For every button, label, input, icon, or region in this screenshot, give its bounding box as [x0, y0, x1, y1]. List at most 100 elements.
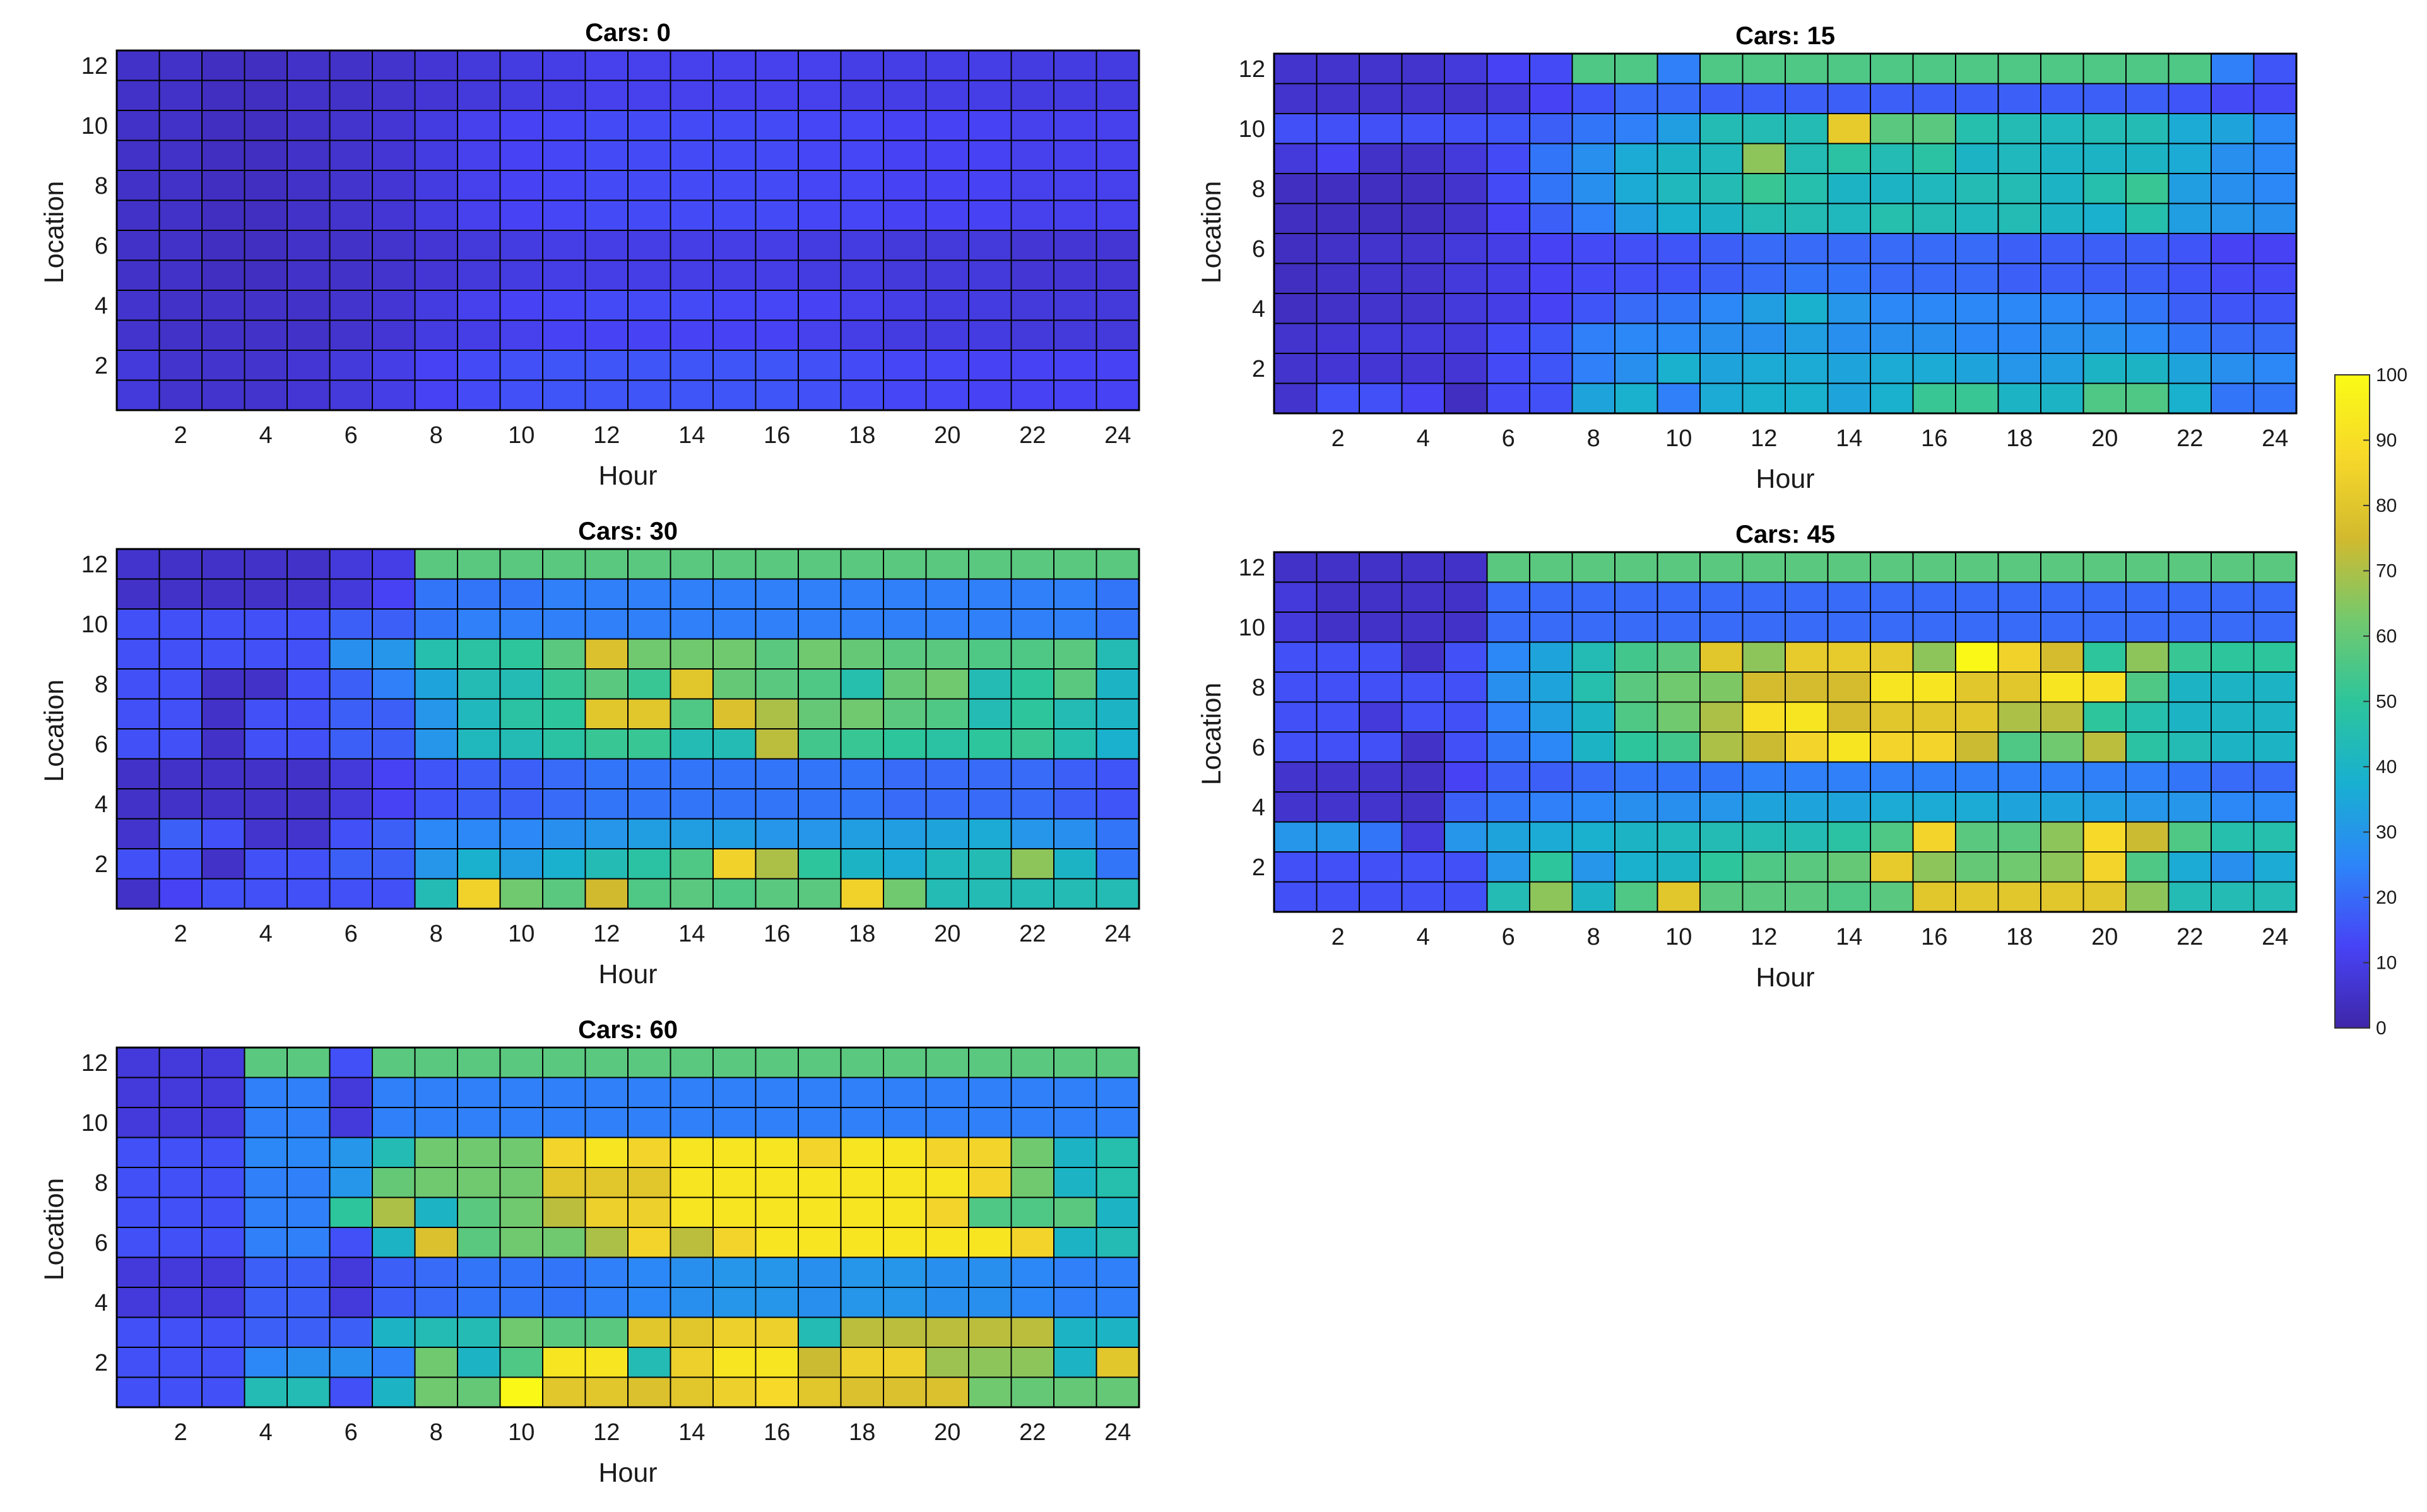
heatmap-cell: [1571, 143, 1615, 174]
heatmap-cell: [712, 379, 757, 411]
heatmap-cell: [116, 1227, 160, 1258]
heatmap-cell: [457, 1107, 501, 1138]
heatmap-cell: [457, 1316, 501, 1348]
heatmap-cell: [1614, 671, 1658, 703]
heatmap-cell: [1359, 791, 1403, 823]
heatmap-cell: [1785, 581, 1829, 613]
heatmap-cell: [1010, 1376, 1054, 1408]
heatmap-cell: [542, 548, 586, 580]
heatmap-cell: [2125, 382, 2170, 414]
heatmap-cell: [414, 230, 458, 261]
heatmap-cell: [1997, 581, 2041, 613]
heatmap-cell: [2082, 143, 2127, 174]
heatmap-cell: [755, 608, 799, 640]
heatmap-cell: [414, 608, 458, 640]
heatmap-cell: [116, 139, 160, 171]
heatmap-cell: [2082, 671, 2127, 703]
heatmap-cell: [968, 1287, 1012, 1318]
heatmap-cell: [1742, 881, 1786, 913]
heatmap-cell: [1273, 143, 1318, 174]
heatmap-cell: [414, 668, 458, 700]
heatmap-cell: [1571, 83, 1615, 114]
x-tick-label: 18: [849, 1419, 875, 1446]
heatmap-cell: [1912, 353, 1956, 384]
heatmap-cell: [1273, 611, 1318, 643]
heatmap-cell: [414, 1376, 458, 1408]
heatmap-cell: [883, 199, 927, 231]
heatmap-cell: [372, 698, 416, 729]
heatmap-cell: [499, 259, 543, 291]
heatmap-cell: [1529, 641, 1573, 673]
heatmap-cell: [286, 668, 331, 700]
heatmap-cell: [1010, 1256, 1054, 1288]
heatmap-cell: [286, 1347, 331, 1378]
heatmap-cell: [925, 350, 969, 381]
heatmap-cell: [414, 1137, 458, 1168]
heatmap-cell: [1699, 552, 1744, 583]
heatmap-cell: [1273, 701, 1318, 733]
heatmap-cell: [627, 319, 671, 351]
heatmap-cell: [158, 788, 203, 820]
heatmap-cell: [244, 638, 288, 670]
heatmap-cell: [542, 1047, 586, 1078]
heatmap-cell: [158, 698, 203, 729]
heatmap-cell: [1656, 263, 1701, 294]
heatmap-cell: [1656, 113, 1701, 145]
heatmap-cell: [329, 139, 373, 171]
heatmap-cell: [1912, 611, 1956, 643]
x-tick-label: 2: [1332, 924, 1345, 950]
heatmap-cell: [1656, 53, 1701, 85]
x-tick-label: 2: [174, 422, 187, 449]
heatmap-cell: [201, 350, 245, 381]
heatmap-cell: [116, 230, 160, 261]
heatmap-cell: [1316, 53, 1360, 85]
heatmap-cell: [1359, 382, 1403, 414]
heatmap-cell: [1997, 791, 2041, 823]
heatmap-cell: [1699, 113, 1744, 145]
heatmap-cell: [201, 319, 245, 351]
heatmap-cell: [1316, 83, 1360, 114]
colorbar-tick-label: 100: [2376, 365, 2407, 386]
x-tick-label: 4: [259, 1419, 273, 1446]
heatmap-cell: [670, 80, 714, 111]
heatmap-cell: [286, 1196, 331, 1228]
x-tick-label: 24: [1104, 921, 1131, 947]
heatmap-cell: [1095, 1376, 1140, 1408]
heatmap-cell: [457, 818, 501, 849]
heatmap-cell: [1010, 1077, 1054, 1108]
heatmap-cell: [1486, 353, 1530, 384]
heatmap-cell: [1870, 113, 1914, 145]
heatmap-cell: [1699, 233, 1744, 264]
heatmap-cell: [499, 230, 543, 261]
heatmap-cell: [329, 548, 373, 580]
heatmap-cell: [670, 1196, 714, 1228]
heatmap-cell: [116, 1256, 160, 1288]
heatmap-cell: [968, 170, 1012, 201]
heatmap-cell: [286, 608, 331, 640]
y-axis-label: Location: [39, 181, 69, 284]
heatmap-cell: [1095, 1256, 1140, 1288]
heatmap-cell: [542, 728, 586, 760]
heatmap-cell: [244, 110, 288, 141]
heatmap-cell: [1785, 851, 1829, 883]
heatmap-cell: [2253, 113, 2297, 145]
heatmap-cell: [1742, 552, 1786, 583]
heatmap-cell: [1955, 353, 1999, 384]
heatmap-cell: [712, 80, 757, 111]
heatmap-cell: [1010, 1196, 1054, 1228]
heatmap-cell: [1997, 322, 2041, 354]
heatmap-cell: [1785, 173, 1829, 204]
heatmap-cell: [2082, 821, 2127, 853]
heatmap-cell: [670, 259, 714, 291]
heatmap-cell: [372, 788, 416, 820]
heatmap-cell: [372, 170, 416, 201]
heatmap-cell: [1053, 578, 1097, 610]
heatmap-cell: [414, 1347, 458, 1378]
y-tick-label: 10: [1239, 615, 1265, 641]
heatmap-cell: [1656, 641, 1701, 673]
heatmap-cell: [755, 259, 799, 291]
heatmap-cell: [1095, 608, 1140, 640]
heatmap-cell: [329, 290, 373, 321]
heatmap-cell: [457, 638, 501, 670]
heatmap-cell: [1785, 611, 1829, 643]
